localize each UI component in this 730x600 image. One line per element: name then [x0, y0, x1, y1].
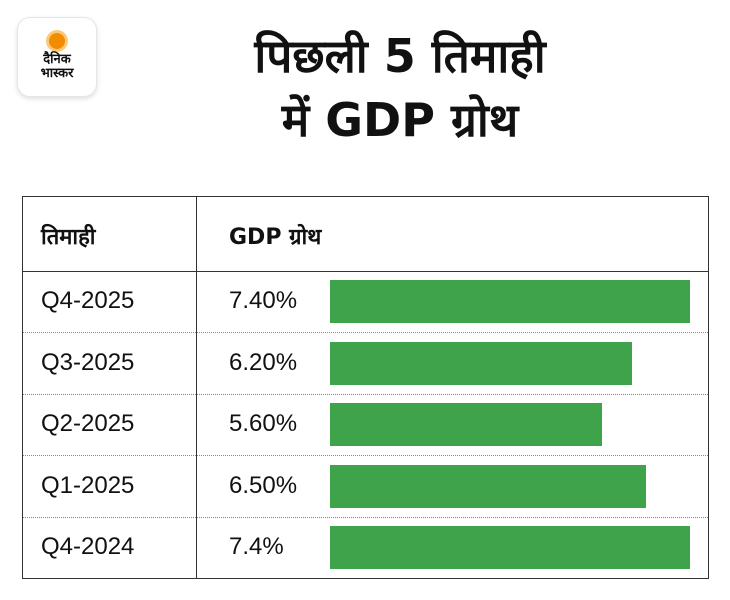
header-quarter: तिमाही — [41, 225, 96, 250]
table-row: Q4-2025 7.40% — [23, 271, 708, 333]
quarter-label: Q1-2025 — [41, 471, 135, 499]
gdp-value-label: 7.40% — [229, 287, 298, 314]
gdp-bar — [330, 464, 647, 508]
quarter-label: Q4-2025 — [41, 287, 135, 314]
gdp-bar — [330, 341, 632, 385]
gdp-bar — [330, 403, 603, 446]
table-row: Q4-2024 7.4% — [23, 517, 708, 578]
table-row: Q3-2025 6.20% — [23, 333, 708, 395]
gdp-value-label: 5.60% — [229, 410, 298, 437]
quarter-label: Q3-2025 — [41, 348, 135, 376]
header-gdp-growth: GDP ग्रोथ — [229, 225, 322, 250]
gdp-bar — [330, 526, 690, 569]
gdp-bar — [330, 280, 690, 323]
title-line-1: पिछली 5 तिमाही — [254, 29, 546, 83]
table-row: Q2-2025 5.60% — [23, 394, 708, 456]
gdp-value-label: 6.20% — [229, 348, 298, 376]
gdp-table: तिमाही GDP ग्रोथ Q4-2025 7.40% Q3-2025 6.20… — [22, 196, 709, 579]
title-line-2: में GDP ग्रोथ — [281, 93, 519, 147]
table-header-row: तिमाही GDP ग्रोथ — [23, 197, 708, 272]
column-divider — [196, 197, 197, 578]
sun-icon — [49, 33, 65, 49]
chart-title: पिछली 5 तिमाही में GDP ग्रोथ — [110, 24, 690, 152]
gdp-value-label: 6.50% — [229, 471, 298, 499]
quarter-label: Q4-2024 — [41, 533, 135, 560]
logo-line-2: भास्कर — [40, 66, 74, 81]
quarter-label: Q2-2025 — [41, 410, 135, 437]
logo-line-1: दैनिक — [43, 52, 71, 67]
dainik-bhaskar-logo: दैनिक भास्कर — [18, 18, 96, 96]
gdp-value-label: 7.4% — [229, 533, 284, 560]
table-row: Q1-2025 6.50% — [23, 456, 708, 518]
